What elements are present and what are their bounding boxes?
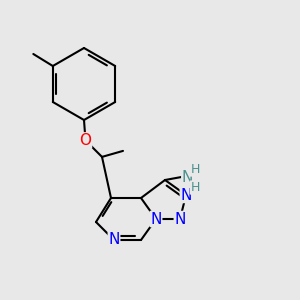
Text: O: O bbox=[80, 133, 92, 148]
Text: N: N bbox=[180, 188, 192, 202]
Text: N: N bbox=[174, 212, 186, 226]
Text: N: N bbox=[182, 169, 193, 184]
Text: N: N bbox=[108, 232, 120, 247]
Text: H: H bbox=[190, 163, 200, 176]
Text: H: H bbox=[190, 181, 200, 194]
Text: N: N bbox=[150, 212, 162, 226]
